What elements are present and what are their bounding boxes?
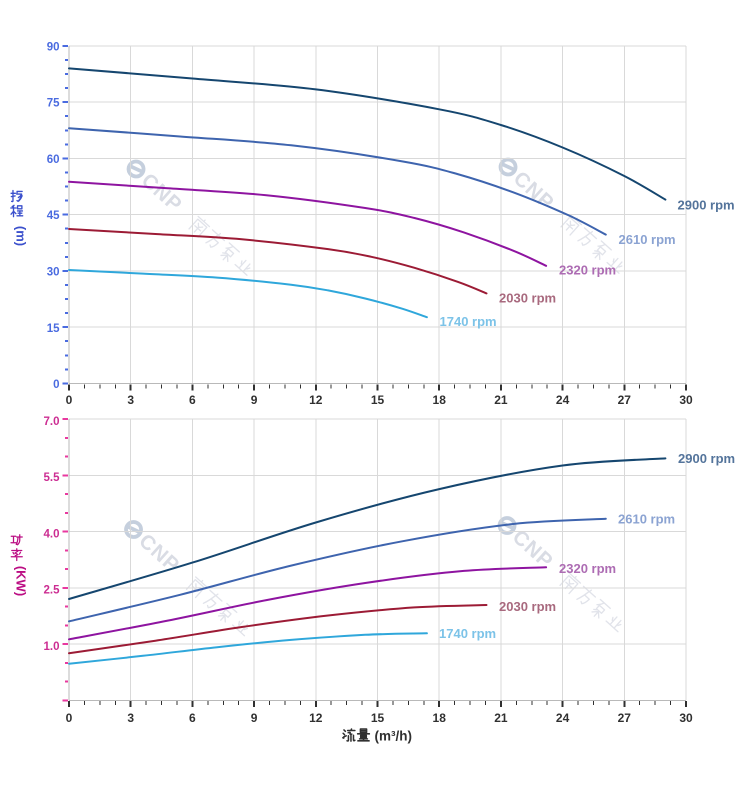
svg-text:6: 6 <box>189 711 196 725</box>
svg-text:27: 27 <box>618 711 632 725</box>
svg-text:30: 30 <box>47 267 60 279</box>
svg-text:90: 90 <box>47 42 60 54</box>
svg-text:2030 rpm: 2030 rpm <box>499 291 556 306</box>
svg-text:1740 rpm: 1740 rpm <box>439 626 496 641</box>
svg-text:4.0: 4.0 <box>44 528 60 540</box>
svg-text:1740 rpm: 1740 rpm <box>440 314 497 329</box>
svg-text:2900 rpm: 2900 rpm <box>678 451 735 466</box>
svg-text:7.0: 7.0 <box>44 416 60 428</box>
svg-text:0: 0 <box>53 379 59 391</box>
svg-text:30: 30 <box>679 711 693 725</box>
svg-text:24: 24 <box>556 393 570 407</box>
svg-text:12: 12 <box>309 393 323 407</box>
svg-text:27: 27 <box>618 393 632 407</box>
svg-text:18: 18 <box>433 393 447 407</box>
svg-text:60: 60 <box>47 154 60 166</box>
svg-text:(m³/h): (m³/h) <box>375 729 413 744</box>
svg-text:75: 75 <box>47 98 60 110</box>
svg-text:3: 3 <box>127 393 134 407</box>
svg-text:2900 rpm: 2900 rpm <box>678 198 735 213</box>
svg-text:24: 24 <box>556 711 570 725</box>
svg-text:15: 15 <box>47 323 60 335</box>
svg-text:2320 rpm: 2320 rpm <box>559 262 616 277</box>
svg-text:6: 6 <box>189 393 196 407</box>
svg-text:45: 45 <box>47 210 60 222</box>
svg-text:18: 18 <box>433 711 447 725</box>
svg-text:(KW): (KW) <box>14 566 29 596</box>
svg-text:0: 0 <box>66 393 73 407</box>
svg-text:2.5: 2.5 <box>44 585 61 597</box>
svg-text:21: 21 <box>494 393 508 407</box>
svg-text:2320 rpm: 2320 rpm <box>559 561 616 576</box>
svg-text:9: 9 <box>251 393 258 407</box>
svg-text:21: 21 <box>494 711 508 725</box>
svg-text:15: 15 <box>371 393 385 407</box>
svg-text:12: 12 <box>309 711 323 725</box>
svg-text:30: 30 <box>679 393 693 407</box>
svg-text:2030 rpm: 2030 rpm <box>499 599 556 614</box>
svg-text:2610 rpm: 2610 rpm <box>619 232 676 247</box>
svg-text:5.5: 5.5 <box>44 472 61 484</box>
svg-text:15: 15 <box>371 711 385 725</box>
svg-text:(m): (m) <box>14 226 29 246</box>
svg-text:0: 0 <box>66 711 73 725</box>
svg-text:2610 rpm: 2610 rpm <box>618 512 675 527</box>
svg-text:1.0: 1.0 <box>44 641 60 653</box>
svg-text:9: 9 <box>251 711 258 725</box>
svg-text:3: 3 <box>127 711 134 725</box>
